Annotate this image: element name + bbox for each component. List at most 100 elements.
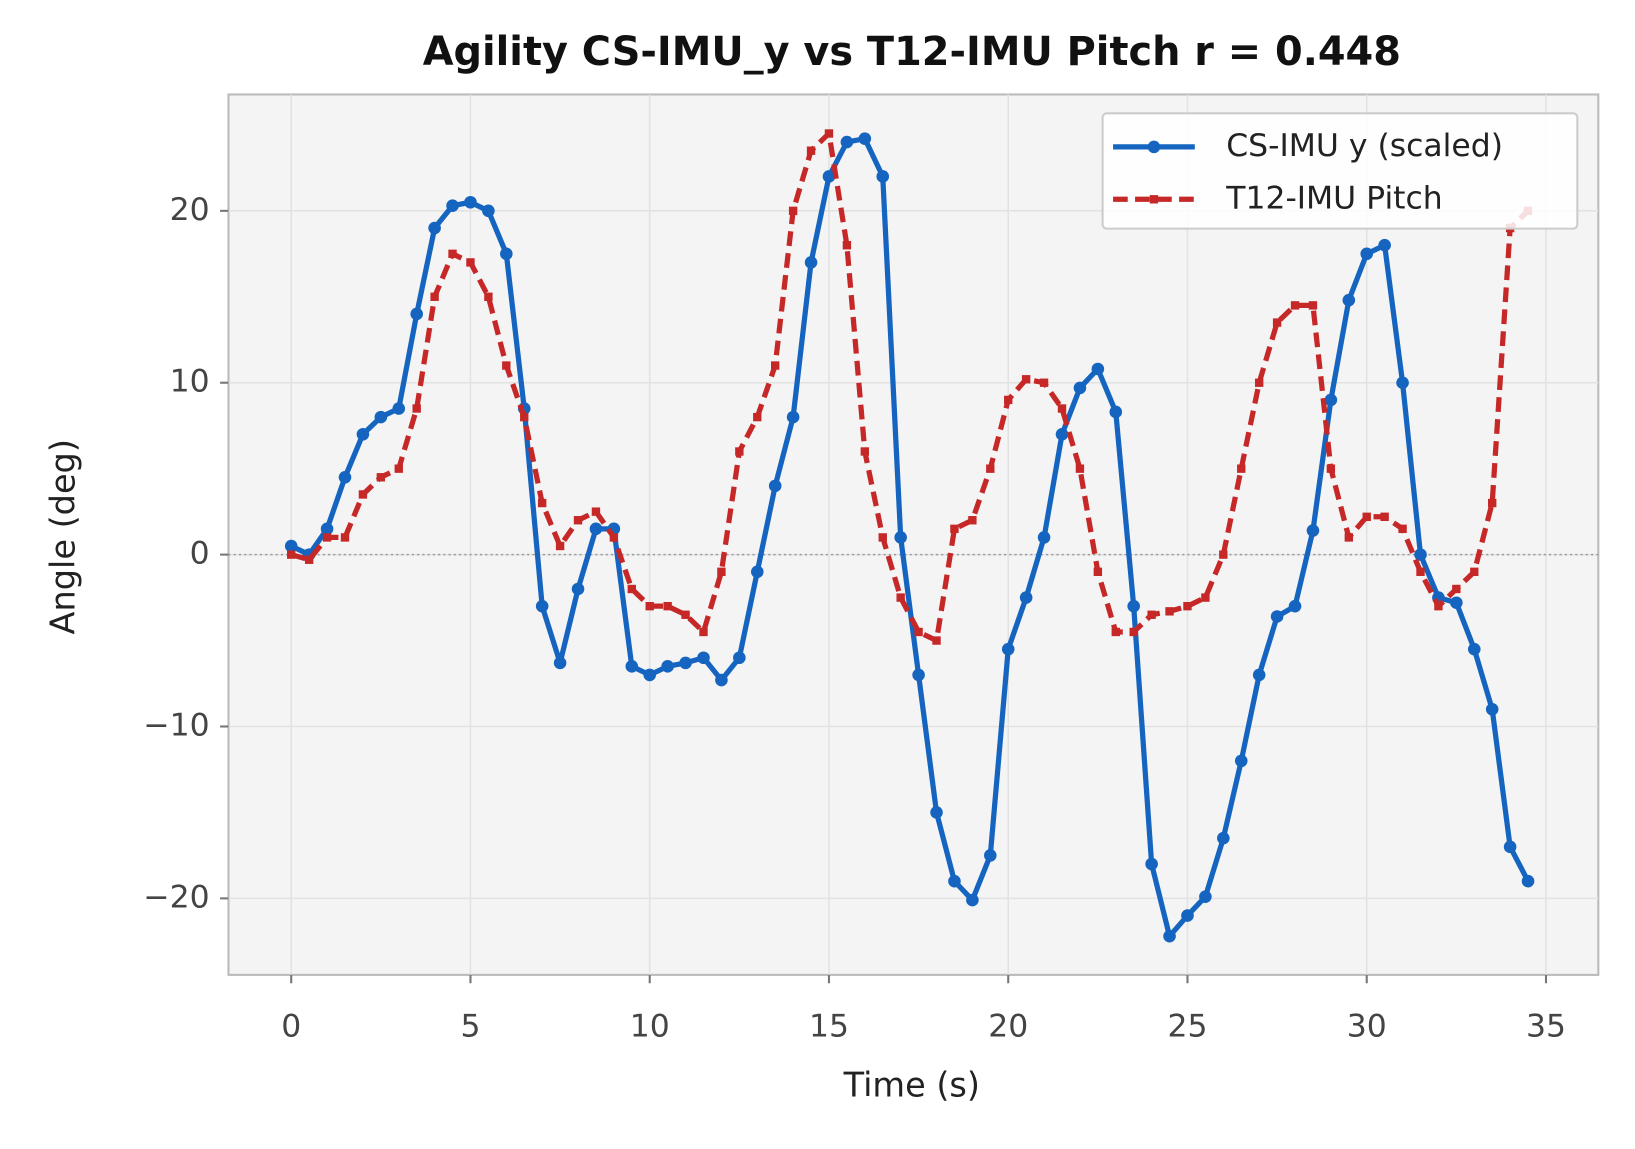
point-marker [1344, 533, 1353, 542]
point-marker [715, 673, 728, 687]
point-marker [1039, 378, 1049, 387]
point-marker [1163, 929, 1176, 943]
chart-title: Agility CS-IMU_y vs T12-IMU Pitch r = 0.… [423, 29, 1401, 75]
point-marker [553, 656, 567, 670]
point-marker [448, 249, 457, 259]
point-marker [1380, 512, 1389, 521]
point-marker [840, 135, 854, 149]
point-marker [356, 428, 370, 441]
point-marker [625, 660, 639, 673]
x-tick-label: 35 [1526, 1008, 1566, 1044]
point-marker [1234, 754, 1248, 768]
x-tick-label: 5 [460, 1008, 480, 1044]
x-tick-label: 0 [281, 1008, 301, 1044]
point-marker [786, 410, 800, 424]
point-marker [376, 473, 386, 482]
point-marker [858, 132, 872, 145]
point-marker [482, 204, 495, 218]
point-marker [1004, 395, 1013, 405]
point-marker [591, 507, 601, 516]
y-tick-label: 10 [170, 364, 210, 400]
point-marker [822, 170, 836, 183]
point-marker [1055, 428, 1069, 441]
point-marker [804, 256, 818, 269]
series [287, 129, 1533, 645]
point-marker [750, 565, 764, 579]
point-marker [1199, 890, 1212, 903]
point-marker [500, 247, 513, 261]
y-tick-label: 20 [170, 192, 210, 228]
point-marker [914, 627, 923, 637]
point-marker [284, 539, 298, 553]
point-marker [1217, 831, 1230, 845]
point-marker [930, 806, 943, 819]
point-marker [932, 636, 941, 645]
point-marker [1127, 599, 1140, 613]
point-marker [824, 129, 834, 138]
point-marker [1201, 593, 1210, 602]
point-marker [1129, 627, 1138, 637]
point-marker [358, 490, 368, 499]
point-marker [1145, 857, 1158, 871]
point-marker [645, 601, 654, 611]
point-marker [768, 479, 782, 493]
point-marker [520, 412, 529, 422]
point-marker [806, 146, 816, 155]
point-marker [968, 516, 977, 525]
point-marker [627, 584, 636, 594]
point-marker [428, 221, 441, 235]
point-marker [842, 241, 852, 250]
point-marker [1485, 703, 1499, 716]
point-marker [950, 524, 959, 534]
point-marker [878, 533, 887, 542]
point-marker [896, 593, 905, 602]
point-marker [1360, 247, 1374, 261]
point-marker [394, 464, 403, 473]
point-marker [679, 656, 692, 670]
point-marker [1237, 464, 1246, 473]
point-marker [1019, 591, 1033, 604]
point-marker [1306, 524, 1320, 537]
point-marker [571, 582, 585, 596]
point-marker [1093, 567, 1103, 576]
point-marker [1398, 524, 1407, 534]
point-marker [661, 660, 674, 673]
point-marker [753, 412, 762, 422]
point-marker [876, 170, 890, 183]
point-marker [1470, 567, 1479, 576]
point-marker [1342, 293, 1356, 307]
point-marker [717, 567, 726, 576]
point-marker [1165, 607, 1174, 616]
x-axis-label: Time (s) [843, 1066, 980, 1105]
point-marker [663, 601, 672, 611]
point-marker [1037, 531, 1051, 544]
point-marker [1252, 668, 1266, 682]
point-marker [699, 627, 708, 637]
point-marker [466, 258, 475, 267]
grid: 0 5 10 15 20 25 30 35 −20 −10 0 10 20 [143, 94, 1599, 1044]
point-marker [464, 195, 477, 209]
series-line [290, 136, 1531, 939]
point-marker [484, 292, 493, 301]
point-marker [735, 447, 744, 456]
point-marker [609, 533, 619, 542]
point-marker [912, 668, 925, 682]
x-tick-label: 20 [988, 1008, 1028, 1044]
point-marker [535, 599, 549, 613]
point-marker [984, 849, 997, 862]
point-marker [860, 447, 870, 456]
point-marker [1001, 642, 1015, 656]
point-marker [1521, 874, 1535, 888]
plot-area [227, 93, 1600, 976]
point-marker [446, 199, 459, 212]
point-marker [502, 361, 511, 370]
point-marker [555, 541, 565, 551]
point-marker [1021, 375, 1031, 384]
point-marker [589, 522, 603, 536]
point-marker [1414, 548, 1427, 561]
legend-box [1101, 112, 1579, 230]
point-marker [1326, 464, 1336, 473]
x-tick-label: 10 [630, 1008, 670, 1044]
y-axis-label: Angle (deg) [43, 439, 82, 634]
point-marker [966, 893, 979, 907]
